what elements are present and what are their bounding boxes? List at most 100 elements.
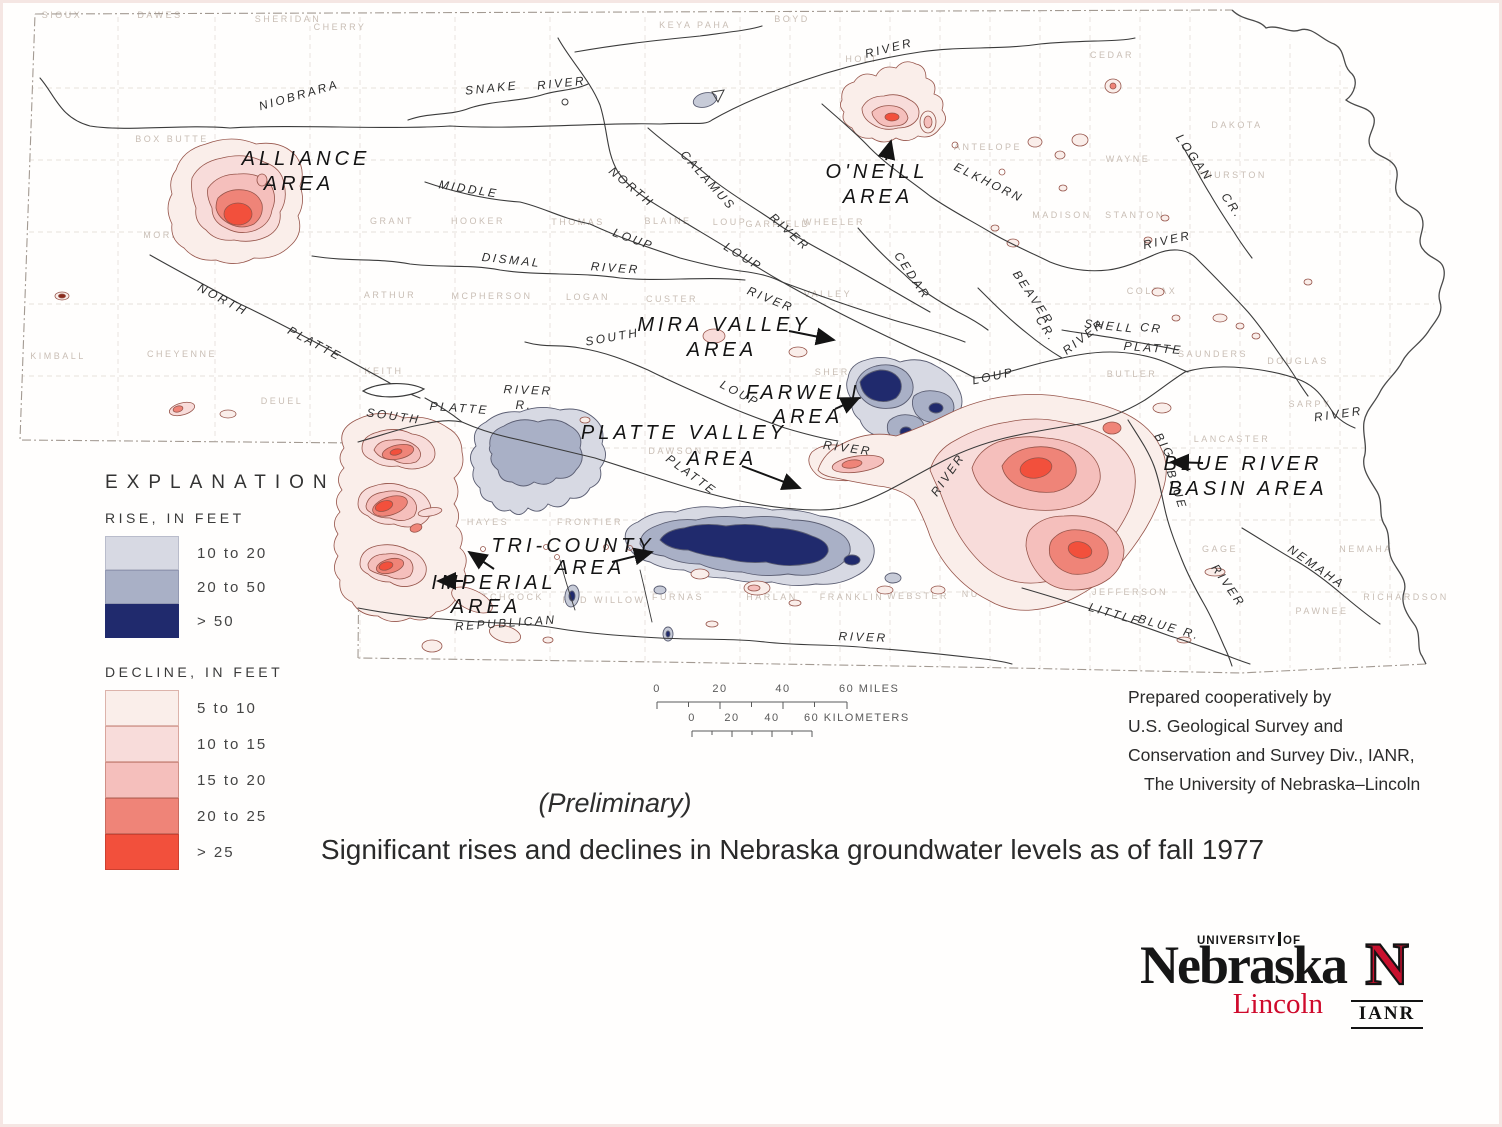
svg-text:RICHARDSON: RICHARDSON (1363, 592, 1449, 602)
svg-text:CHERRY: CHERRY (314, 22, 367, 32)
svg-text:THURSTON: THURSTON (1197, 170, 1267, 180)
map-legend: EXPLANATION RISE, IN FEET 10 to 20 20 to… (105, 472, 405, 870)
svg-text:RED WILLOW: RED WILLOW (562, 595, 645, 605)
svg-text:DOUGLAS: DOUGLAS (1267, 356, 1329, 366)
svg-text:20: 20 (724, 712, 739, 724)
area-arrows (436, 139, 1204, 590)
svg-text:GARFIELD: GARFIELD (745, 219, 810, 229)
svg-text:BOYD: BOYD (774, 14, 810, 24)
svg-text:PAWNEE: PAWNEE (1295, 606, 1348, 616)
svg-text:RIVER: RIVER (822, 438, 873, 459)
north-loup-river (557, 37, 976, 379)
cedar-river (857, 227, 989, 331)
svg-text:ALLIANCE: ALLIANCE (241, 148, 371, 170)
svg-text:MORRILL: MORRILL (143, 230, 201, 240)
medicine-creek (559, 559, 653, 623)
svg-text:CHEYENNE: CHEYENNE (147, 349, 217, 359)
svg-text:CR: CR (1140, 320, 1164, 336)
svg-text:LOUP: LOUP (971, 365, 1016, 388)
legend-row: > 50 (105, 604, 405, 638)
svg-text:RIVER: RIVER (745, 284, 796, 315)
svg-text:HARLAN: HARLAN (746, 592, 798, 602)
svg-text:NORTH: NORTH (195, 280, 250, 318)
svg-text:SAUNDERS: SAUNDERS (1178, 349, 1248, 359)
svg-text:THOMAS: THOMAS (551, 217, 605, 227)
svg-text:CEDAR: CEDAR (891, 249, 933, 302)
credits-line: Conservation and Survey Div., IANR, (1128, 745, 1415, 765)
svg-text:FURNAS: FURNAS (652, 592, 704, 602)
svg-text:JEFFERSON: JEFFERSON (1092, 587, 1168, 597)
university-of-text: UNIVERSITY OF (1197, 932, 1301, 947)
keya-paha-river (574, 25, 763, 53)
svg-text:LOGAN: LOGAN (566, 292, 610, 302)
svg-text:SNAKE: SNAKE (464, 78, 518, 97)
svg-text:N: N (1365, 934, 1408, 994)
area-labels: ALLIANCE AREA O'NEILL AREA MIRA VALLEY A… (241, 148, 1324, 618)
legend-row: 15 to 20 (105, 762, 405, 798)
svg-text:60 MILES: 60 MILES (839, 683, 899, 695)
loup-river (974, 351, 1189, 379)
lincoln-text: Lincoln (1232, 988, 1323, 1020)
ianr-text: IANR (1358, 1003, 1416, 1024)
legend-row: 5 to 10 (105, 690, 405, 726)
panhandle-small-decline-blobs (54, 291, 237, 419)
svg-text:DAWES: DAWES (137, 10, 182, 20)
svg-text:RIVER: RIVER (536, 73, 586, 92)
svg-text:SHELL: SHELL (1084, 316, 1136, 335)
ianr-rule-bottom (1351, 1027, 1423, 1029)
svg-text:AREA: AREA (263, 173, 334, 195)
legend-decline-label: DECLINE, IN FEET (105, 664, 284, 680)
svg-text:NORTH: NORTH (606, 164, 657, 210)
svg-text:MIRA VALLEY: MIRA VALLEY (637, 314, 810, 336)
county-labels: SIOUX DAWES SHERIDAN CHERRY KEYA PAHA BO… (30, 10, 1449, 616)
ianr-n-icon: N (1364, 930, 1410, 998)
south-platte-river (357, 420, 463, 443)
svg-text:40: 40 (775, 683, 790, 695)
decline-20-25-swatch (105, 798, 179, 834)
svg-text:RIVER: RIVER (1208, 562, 1248, 610)
svg-text:BLUE R.: BLUE R. (1136, 612, 1202, 643)
credits-line: The University of Nebraska–Lincoln (1144, 774, 1421, 794)
decline-5-10-swatch (105, 690, 179, 726)
svg-text:HOLT: HOLT (845, 54, 878, 64)
svg-text:FARWELL: FARWELL (746, 382, 867, 404)
alliance-decline-area (167, 138, 303, 264)
nemaha-river (1241, 527, 1381, 625)
svg-text:SARPY: SARPY (1288, 399, 1331, 409)
svg-text:IMPERIAL: IMPERIAL (431, 572, 556, 594)
logo-bar (1278, 932, 1282, 946)
svg-text:RIVER: RIVER (838, 629, 888, 645)
platte-river (424, 366, 1356, 511)
ianr-logo: N IANR (1348, 930, 1426, 1029)
scale-bar (656, 701, 848, 737)
missouri-river-boundary (1231, 9, 1445, 665)
imperial-decline-area (333, 413, 521, 653)
svg-text:SIOUX: SIOUX (42, 10, 83, 20)
svg-text:PLATTE VALLEY: PLATTE VALLEY (581, 422, 787, 444)
svg-text:KEYA PAHA: KEYA PAHA (659, 20, 731, 30)
farwell-rise-core (859, 369, 902, 403)
svg-text:FRANKLIN: FRANKLIN (820, 592, 885, 602)
svg-text:RIVER: RIVER (503, 382, 553, 398)
svg-text:TRI-COUNTY: TRI-COUNTY (491, 535, 654, 557)
svg-text:RIVER: RIVER (1313, 404, 1364, 425)
south-loup-river (524, 341, 839, 442)
credits-line: U.S. Geological Survey and (1128, 716, 1343, 736)
svg-text:20: 20 (712, 683, 727, 695)
legend-rise-swatches: 10 to 20 20 to 50 > 50 (105, 536, 405, 638)
svg-text:WHEELER: WHEELER (803, 217, 865, 227)
legend-title: EXPLANATION (105, 472, 336, 493)
svg-text:BLUE RIVER: BLUE RIVER (1164, 453, 1323, 475)
svg-text:NEMAHA: NEMAHA (1339, 544, 1393, 554)
legend-row: 20 to 25 (105, 798, 405, 834)
rise-gt-50-swatch (105, 604, 179, 638)
svg-text:PLATTE: PLATTE (285, 323, 344, 363)
dismal-river (311, 255, 746, 281)
svg-text:COLFAX: COLFAX (1127, 286, 1178, 296)
little-blue-river (1021, 587, 1251, 665)
svg-text:0: 0 (653, 683, 661, 695)
svg-text:PLATTE: PLATTE (1123, 339, 1183, 357)
ianr-rule-top (1351, 1000, 1423, 1002)
